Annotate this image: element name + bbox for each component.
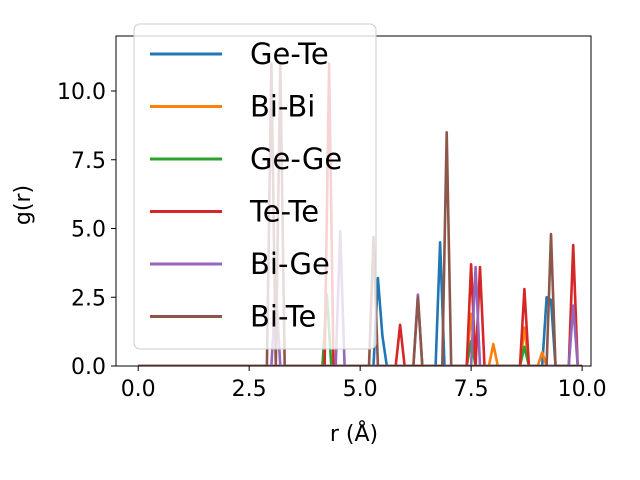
x-tick-label: 5.0 [343,377,378,402]
series-line-ge-te [138,241,583,366]
y-tick-label: 0.0 [71,355,106,380]
x-tick-label: 10.0 [558,377,607,402]
y-tick-label: 10.0 [57,80,106,105]
y-tick-label: 7.5 [71,149,106,174]
legend: Ge-Te Bi-Bi Ge-Ge Te-Te Bi-Ge Bi-Te [133,23,377,350]
x-tick-label: 2.5 [232,377,267,402]
y-tick-label: 5.0 [71,218,106,243]
x-tick-label: 7.5 [454,377,489,402]
ticks-layer: 0.0 2.5 5.0 7.5 10.0 0.0 2.5 5.0 7.5 10.0 [57,80,607,402]
legend-label: Bi-Bi [250,90,315,124]
legend-label: Ge-Te [250,37,329,71]
legend-label: Te-Te [249,195,319,229]
legend-label: Bi-Ge [250,247,330,281]
legend-label: Bi-Te [250,300,316,334]
legend-label: Ge-Ge [250,142,342,176]
x-axis-label: r (Å) [330,420,378,447]
y-tick-label: 2.5 [71,286,106,311]
x-tick-label: 0.0 [121,377,156,402]
y-axis-label: g(r) [11,185,36,225]
